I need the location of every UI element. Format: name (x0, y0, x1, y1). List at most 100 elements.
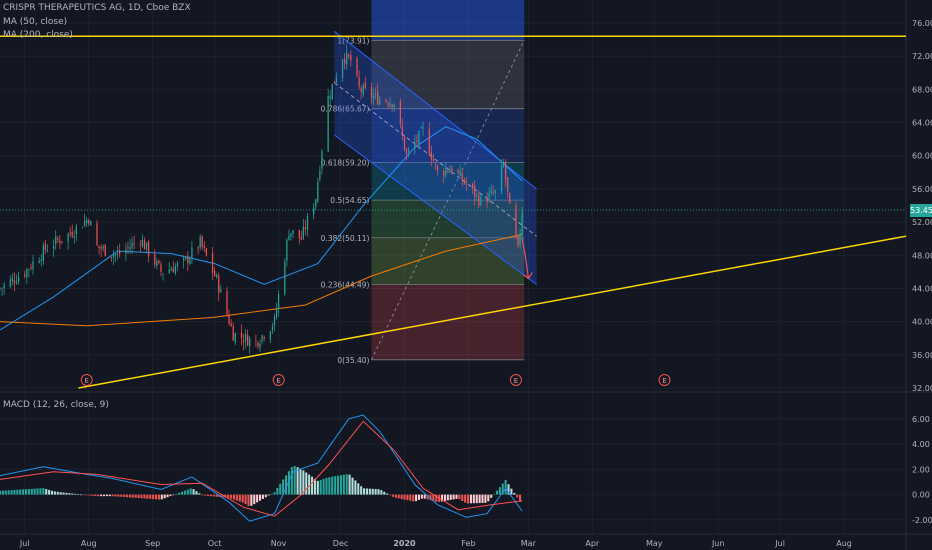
candle-2020-02-24 (515, 205, 517, 237)
macd-histogram-bar (178, 492, 181, 495)
candle-2020-01-06 (414, 142, 416, 149)
candle-2020-02-17 (500, 165, 503, 191)
x-tick-label: Jul (774, 539, 785, 548)
candle-2019-08-15 (117, 253, 119, 255)
candle-2019-09-09 (168, 269, 170, 274)
candle-2019-09-10 (170, 269, 172, 271)
candle-2019-10-22 (257, 342, 259, 347)
candle-2019-12-13 (364, 83, 366, 89)
x-tick-label: 2020 (393, 539, 416, 548)
macd-histogram-bar (4, 490, 7, 495)
macd-histogram-bar (311, 476, 314, 495)
macd-histogram-bar (351, 477, 354, 495)
macd-histogram-bar (166, 494, 169, 498)
earnings-marker-label: E (84, 377, 88, 385)
macd-histogram-bar (308, 474, 311, 495)
candle-2019-11-07 (290, 233, 292, 237)
candle-2020-02-19 (505, 162, 507, 180)
macd-histogram-bar (400, 494, 403, 499)
candle-2019-12-23 (385, 100, 387, 102)
candle-2019-10-25 (263, 336, 265, 339)
candle-2019-07-02 (26, 268, 28, 278)
macd-histogram-bar (10, 490, 13, 495)
candle-2019-11-06 (288, 235, 290, 240)
candle-2019-12-26 (391, 104, 393, 108)
macd-histogram-bar (36, 488, 39, 495)
macd-histogram-bar (215, 494, 218, 497)
earnings-marker-label: E (662, 377, 666, 385)
candle-2020-02-25 (517, 235, 519, 246)
macd-histogram-bar (230, 494, 233, 499)
candle-2019-11-22 (321, 150, 323, 169)
candle-2019-08-20 (127, 246, 129, 248)
price-tick-label: 40.00 (912, 318, 932, 327)
candle-2019-10-01 (214, 270, 216, 277)
candle-2019-09-17 (185, 256, 187, 259)
ma200-line (0, 234, 523, 327)
candle-2019-11-21 (319, 170, 321, 180)
macd-histogram-bar (516, 494, 519, 498)
macd-histogram-bar (24, 489, 28, 495)
candle-2020-01-10 (422, 127, 424, 129)
candle-2019-10-07 (226, 291, 228, 315)
candle-2020-02-11 (488, 193, 490, 202)
candle-2019-11-19 (315, 199, 317, 207)
macd-histogram-bar (192, 489, 195, 495)
x-tick-label: May (646, 539, 663, 548)
macd-histogram-bar (154, 494, 158, 500)
candle-2019-08-08 (102, 246, 104, 249)
candle-2019-07-12 (46, 250, 49, 252)
candle-2020-01-31 (465, 183, 468, 185)
macd-histogram-bar (201, 494, 204, 496)
candle-2019-11-15 (306, 216, 309, 230)
x-tick-label: Mar (521, 539, 537, 548)
macd-histogram-bar (354, 480, 357, 495)
macd-histogram-bar (79, 494, 82, 496)
macd-histogram-bar (76, 494, 80, 495)
macd-histogram-bar (481, 494, 484, 503)
macd-histogram-bar (206, 494, 210, 496)
candle-2019-12-16 (370, 87, 373, 98)
candle-2020-01-08 (418, 130, 420, 145)
fib-zone (371, 40, 525, 109)
candle-2019-11-13 (302, 226, 304, 239)
macd-histogram-bar (238, 494, 241, 502)
candle-2019-09-24 (199, 236, 201, 248)
macd-histogram-bar (357, 483, 360, 495)
fib-zone (371, 237, 525, 285)
candle-2020-02-06 (478, 195, 480, 206)
macd-histogram-bar (446, 494, 449, 501)
macd-histogram-bar (345, 474, 348, 495)
ma50-line (0, 126, 523, 331)
macd-histogram-bar (322, 478, 325, 495)
macd-signal-line (0, 420, 523, 517)
candle-2019-10-14 (240, 332, 243, 338)
macd-histogram-bar (487, 494, 490, 502)
ma50-legend[interactable]: MA (50, close) (3, 17, 68, 27)
channel-lower-line (334, 134, 537, 285)
macd-histogram-bar (94, 494, 97, 497)
macd-histogram-bar (279, 483, 282, 495)
candle-2019-12-02 (341, 59, 344, 78)
macd-histogram-bar (469, 494, 472, 504)
candle-2020-02-12 (490, 190, 492, 193)
macd-histogram-bar (273, 492, 276, 495)
macd-histogram-bar (420, 494, 423, 499)
macd-legend[interactable]: MACD (12, 26, close, 9) (3, 400, 109, 410)
candle-2019-08-09 (104, 244, 106, 256)
candle-2019-12-19 (377, 91, 379, 105)
macd-histogram-bar (334, 476, 337, 495)
candle-2019-11-04 (284, 261, 286, 295)
macd-histogram-bar (186, 489, 189, 495)
macd-histogram-bar (403, 494, 406, 500)
candle-2019-06-21 (3, 284, 5, 289)
macd-histogram-bar (276, 487, 279, 495)
candle-2019-07-29 (81, 227, 84, 229)
candle-2019-07-19 (61, 241, 63, 242)
candle-2019-08-02 (90, 221, 92, 226)
candle-2019-09-26 (203, 245, 205, 248)
candle-2019-07-10 (42, 245, 44, 261)
candle-2019-06-19 (0, 288, 1, 289)
ma200-legend[interactable]: MA (200, close) (3, 30, 73, 40)
